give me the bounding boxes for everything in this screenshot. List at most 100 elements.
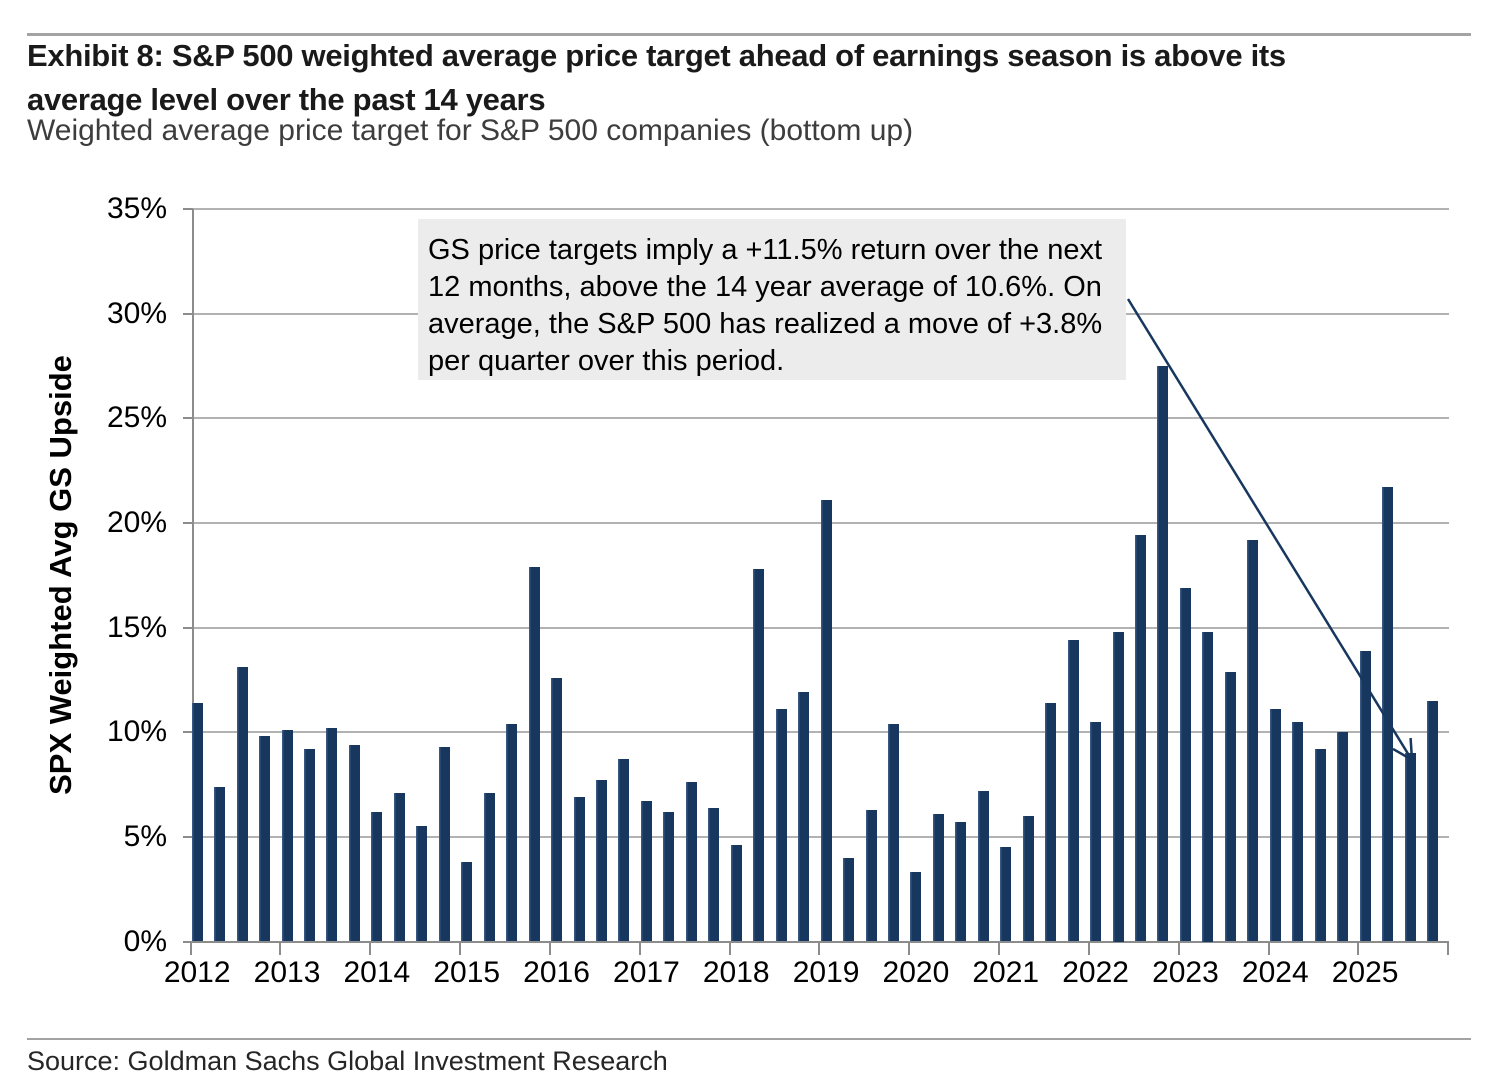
- x-year-label-2013: 2013: [253, 956, 321, 989]
- bar-2018-q1: [730, 845, 742, 942]
- x-year-label-2023: 2023: [1152, 956, 1219, 989]
- x-tick-12: [1267, 941, 1270, 955]
- y-tick-35: [183, 208, 193, 211]
- x-tick-0: [189, 941, 192, 955]
- bar-2020-q3: [955, 822, 967, 942]
- x-tick-1: [279, 941, 282, 955]
- x-year-label-2019: 2019: [792, 956, 860, 989]
- bar-2019-q1: [820, 499, 832, 942]
- bar-2022-q4: [1157, 365, 1169, 942]
- y-tick-label-15: 15%: [106, 610, 167, 644]
- x-year-label-2021: 2021: [972, 956, 1040, 989]
- x-year-label-2024: 2024: [1241, 956, 1309, 989]
- bar-2025-q2: [1382, 487, 1394, 942]
- bar-2013-q1: [281, 730, 293, 942]
- bar-2017-q4: [708, 807, 720, 942]
- bar-2024-q1: [1269, 709, 1281, 942]
- x-tick-2: [369, 941, 372, 955]
- x-tick-4: [548, 941, 551, 955]
- x-tick-13: [1357, 941, 1360, 955]
- x-year-label-2018: 2018: [702, 956, 770, 989]
- bar-2017-q1: [640, 801, 652, 942]
- y-tick-20: [183, 521, 193, 524]
- top-divider: [27, 33, 1471, 36]
- x-year-label-2015: 2015: [433, 956, 501, 989]
- bar-2015-q2: [483, 792, 495, 942]
- x-tick-7: [818, 941, 821, 955]
- bar-2020-q2: [932, 813, 944, 942]
- bar-2016-q1: [551, 677, 563, 942]
- bar-2012-q3: [236, 667, 248, 942]
- y-tick-5: [183, 835, 193, 838]
- axis-line-x: [183, 940, 1449, 943]
- bar-2012-q4: [259, 736, 271, 942]
- bar-2012-q1: [191, 702, 203, 942]
- x-tick-11: [1177, 941, 1180, 955]
- bar-2019-q3: [865, 809, 877, 942]
- chart-subtitle: Weighted average price target for S&P 50…: [27, 114, 914, 147]
- x-year-label-2012: 2012: [163, 956, 231, 989]
- exhibit-title-line2: average level over the past 14 years: [27, 82, 546, 117]
- bar-2023-q1: [1179, 587, 1191, 942]
- x-tick-5: [638, 941, 641, 955]
- bar-2014-q1: [371, 811, 383, 942]
- bar-2016-q3: [595, 780, 607, 942]
- bar-2022-q1: [1090, 721, 1102, 942]
- bar-2021-q3: [1045, 702, 1057, 942]
- bar-2015-q3: [506, 723, 518, 942]
- bar-2021-q1: [1000, 847, 1012, 942]
- y-tick-10: [183, 731, 193, 734]
- x-year-label-2017: 2017: [613, 956, 680, 989]
- bar-2025-q3: [1404, 753, 1416, 942]
- x-tick-8: [908, 941, 911, 955]
- bar-2013-q3: [326, 728, 338, 942]
- x-year-label-2016: 2016: [523, 956, 590, 989]
- gridline-35: [193, 208, 1449, 211]
- x-year-label-2022: 2022: [1062, 956, 1129, 989]
- annotation-text: GS price targets imply a +11.5% return o…: [428, 234, 1103, 377]
- x-tick-3: [459, 941, 462, 955]
- bar-2024-q3: [1314, 748, 1326, 942]
- y-tick-label-30: 30%: [106, 296, 167, 330]
- y-tick-30: [183, 312, 193, 315]
- y-tick-label-10: 10%: [106, 715, 167, 749]
- x-tick-10: [1087, 941, 1090, 955]
- bar-2015-q1: [461, 861, 473, 942]
- source-note: Source: Goldman Sachs Global Investment …: [27, 1046, 668, 1076]
- y-tick-label-20: 20%: [106, 505, 167, 539]
- bar-2022-q3: [1135, 535, 1147, 942]
- bottom-divider: [27, 1038, 1471, 1040]
- annotation-box: GS price targets imply a +11.5% return o…: [418, 219, 1126, 380]
- bar-2023-q4: [1247, 539, 1259, 942]
- bar-2019-q4: [887, 723, 899, 942]
- x-year-label-2014: 2014: [343, 956, 411, 989]
- bar-2020-q4: [977, 790, 989, 942]
- bar-2020-q1: [910, 872, 922, 942]
- bar-2018-q2: [753, 568, 765, 942]
- y-tick-25: [183, 417, 193, 420]
- bar-2025-q4: [1427, 700, 1438, 942]
- bar-2016-q4: [618, 759, 630, 942]
- bar-2023-q2: [1202, 631, 1214, 942]
- y-tick-label-35: 35%: [106, 192, 167, 226]
- bar-2018-q3: [775, 709, 787, 942]
- bar-2014-q4: [438, 746, 450, 942]
- y-tick-15: [183, 626, 193, 629]
- y-tick-label-25: 25%: [106, 401, 167, 435]
- y-tick-label-5: 5%: [123, 819, 167, 853]
- x-year-label-2020: 2020: [882, 956, 950, 989]
- bar-2024-q2: [1292, 721, 1304, 942]
- bar-2018-q4: [798, 692, 810, 942]
- bar-2015-q4: [528, 566, 540, 942]
- y-tick-label-0: 0%: [123, 924, 167, 958]
- axis-line-y: [192, 209, 194, 944]
- x-year-label-2025: 2025: [1331, 956, 1399, 989]
- bar-2021-q2: [1022, 815, 1034, 942]
- bar-2013-q2: [304, 748, 315, 942]
- bar-2021-q4: [1067, 640, 1079, 942]
- bar-2017-q3: [685, 782, 697, 942]
- bar-2012-q2: [214, 786, 226, 942]
- gridline-25: [193, 417, 1449, 420]
